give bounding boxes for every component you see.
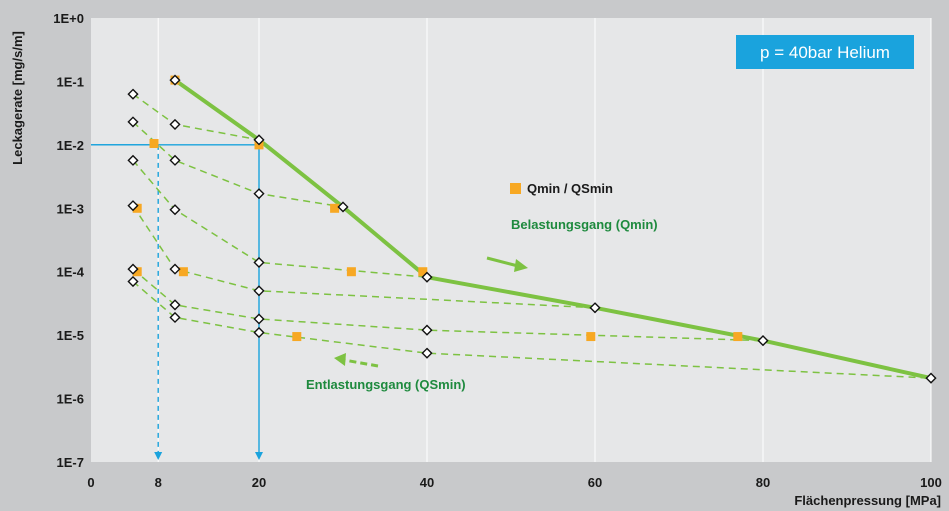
data-point bbox=[421, 271, 433, 283]
data-point bbox=[421, 347, 433, 359]
x-tick-100: 100 bbox=[920, 475, 942, 490]
y-tick-1E-2: 1E-2 bbox=[57, 138, 84, 153]
data-point bbox=[127, 200, 139, 212]
x-axis-title: Flächenpressung [MPa] bbox=[794, 493, 941, 508]
reference-arrowhead-x20 bbox=[255, 452, 263, 460]
data-point bbox=[925, 372, 937, 384]
unloading-line-4 bbox=[132, 205, 596, 309]
data-point bbox=[169, 311, 181, 324]
data-point bbox=[169, 204, 181, 216]
data-point bbox=[253, 313, 265, 325]
legend-label: Qmin / QSmin bbox=[527, 181, 613, 196]
data-point bbox=[127, 263, 139, 275]
unloading-line-6 bbox=[132, 280, 932, 379]
unloading-line-3 bbox=[132, 159, 428, 278]
unloading-line-5 bbox=[132, 268, 764, 342]
data-point bbox=[127, 275, 139, 288]
data-point bbox=[757, 335, 769, 347]
y-tick-1E-4: 1E-4 bbox=[57, 265, 85, 280]
y-tick-1E+0: 1E+0 bbox=[53, 11, 84, 26]
y-tick-1E-6: 1E-6 bbox=[57, 392, 84, 407]
unloading-label: Entlastungsgang (QSmin) bbox=[306, 377, 466, 392]
qmin-point bbox=[346, 267, 356, 277]
badge-box bbox=[736, 35, 914, 69]
measurement-markers bbox=[127, 74, 937, 384]
data-point bbox=[169, 154, 181, 166]
unloading-arrow-head bbox=[334, 353, 346, 366]
x-tick-60: 60 bbox=[588, 475, 602, 490]
badge-label: p = 40bar Helium bbox=[760, 43, 890, 62]
data-point bbox=[169, 118, 181, 131]
data-point bbox=[421, 324, 433, 336]
legend-swatch bbox=[510, 183, 521, 194]
y-tick-1E-5: 1E-5 bbox=[57, 328, 84, 343]
data-point bbox=[253, 188, 265, 200]
qmin-point bbox=[418, 267, 428, 277]
data-point bbox=[589, 302, 601, 314]
data-point bbox=[169, 74, 181, 86]
reference-arrowhead-x8 bbox=[154, 452, 163, 460]
data-point bbox=[253, 256, 265, 269]
data-point bbox=[253, 134, 265, 146]
data-point bbox=[169, 263, 181, 275]
data-point bbox=[127, 88, 139, 100]
x-tick-20: 20 bbox=[252, 475, 266, 490]
x-tick-labels: 0 8 20 40 60 80 100 bbox=[87, 475, 941, 490]
data-point bbox=[127, 154, 139, 166]
y-tick-1E-1: 1E-1 bbox=[57, 74, 84, 89]
qmin-point bbox=[586, 332, 596, 342]
data-point bbox=[253, 326, 265, 339]
y-axis-title: Leckagerate [mg/s/m] bbox=[10, 31, 25, 165]
qmin-point bbox=[132, 203, 142, 213]
loading-arrow-head bbox=[514, 259, 528, 272]
data-point bbox=[127, 116, 139, 128]
qmin-point bbox=[330, 203, 340, 213]
qmin-point bbox=[292, 332, 302, 342]
unloading-arrow-shaft bbox=[343, 358, 379, 368]
data-point bbox=[253, 285, 265, 297]
loading-label: Belastungsgang (Qmin) bbox=[511, 217, 658, 232]
pressure-badge: p = 40bar Helium bbox=[736, 35, 914, 69]
qmin-point bbox=[149, 139, 159, 149]
qmin-point bbox=[733, 332, 743, 342]
y-tick-labels: 1E+0 1E-1 1E-2 1E-3 1E-4 1E-5 1E-6 1E-7 bbox=[53, 11, 84, 470]
y-tick-1E-3: 1E-3 bbox=[57, 201, 84, 216]
y-tick-1E-7: 1E-7 bbox=[57, 455, 84, 470]
x-tick-8: 8 bbox=[155, 475, 162, 490]
x-tick-0: 0 bbox=[87, 475, 94, 490]
x-tick-80: 80 bbox=[756, 475, 770, 490]
direction-arrows bbox=[334, 256, 528, 368]
x-tick-40: 40 bbox=[420, 475, 434, 490]
qmin-point bbox=[178, 267, 188, 277]
legend: Qmin / QSmin bbox=[510, 181, 613, 196]
data-point bbox=[169, 299, 181, 311]
data-point bbox=[337, 201, 349, 213]
plot-area bbox=[91, 18, 931, 462]
loading-arrow-shaft bbox=[486, 256, 519, 268]
qmin-point bbox=[132, 267, 142, 277]
